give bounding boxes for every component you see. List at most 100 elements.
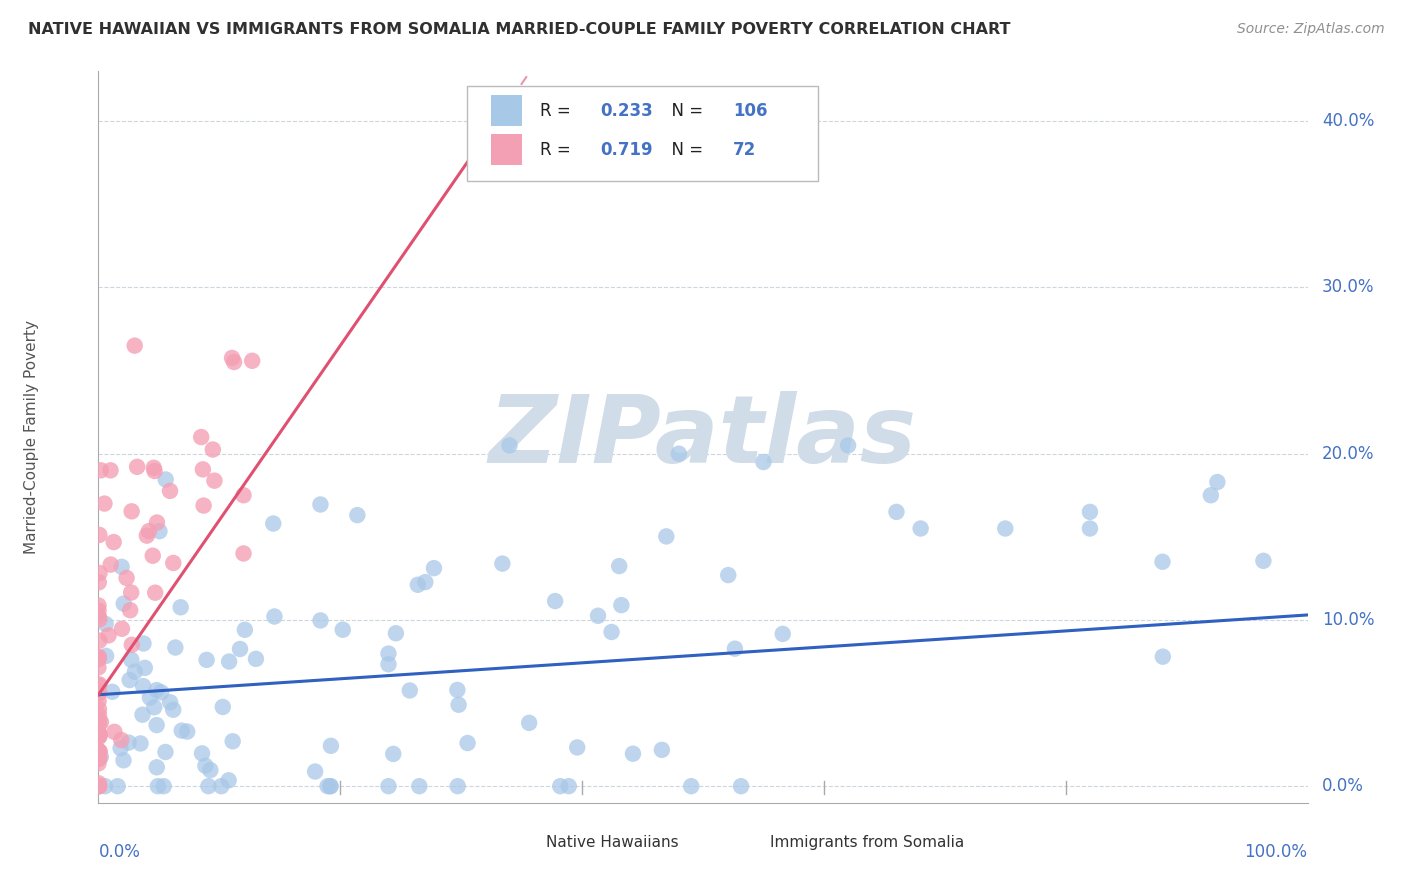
Point [87,776,110,790]
Point [87,678,110,692]
Text: R =: R = [540,102,576,120]
Point [89,727,111,741]
Point [87,779,110,793]
Point [152,779,174,793]
Point [159,483,181,498]
Point [121,638,143,652]
Point [517,715,540,730]
Point [233,623,256,637]
Point [107,779,129,793]
Point [730,779,752,793]
Point [197,779,219,793]
Point [138,524,160,538]
Point [93,497,115,511]
Text: 0.233: 0.233 [600,102,652,120]
Point [408,779,430,793]
Point [145,683,167,698]
Point [910,521,932,535]
Point [110,733,132,747]
Point [193,499,215,513]
Point [245,652,267,666]
Point [89,727,111,741]
Point [211,700,233,714]
Point [398,683,420,698]
Point [195,653,218,667]
Point [567,740,589,755]
Point [170,723,193,738]
Point [90,749,112,764]
Point [145,718,167,732]
Point [89,685,111,699]
Point [103,724,125,739]
Point [447,698,470,712]
Text: 10.0%: 10.0% [1322,611,1375,629]
Point [87,603,110,617]
Point [222,355,245,369]
Point [94,617,117,632]
Point [191,462,214,476]
FancyBboxPatch shape [467,86,818,181]
Point [87,652,110,666]
Point [1253,554,1275,568]
Point [90,715,112,730]
Point [87,599,110,613]
Text: ZIPatlas: ZIPatlas [489,391,917,483]
FancyBboxPatch shape [727,830,754,854]
Point [886,505,908,519]
Point [491,557,513,571]
Point [89,729,111,743]
Point [132,636,155,650]
FancyBboxPatch shape [492,95,522,127]
Point [218,655,240,669]
Point [446,682,468,697]
Point [1078,505,1101,519]
Point [87,649,110,664]
Point [159,695,181,709]
Text: 106: 106 [734,102,768,120]
Point [319,779,342,793]
Point [498,438,520,452]
Point [146,516,169,530]
Point [319,779,342,793]
Point [413,575,436,590]
Point [120,603,142,617]
Point [142,549,165,563]
Point [87,779,110,793]
Point [155,745,177,759]
Point [586,608,609,623]
Text: 30.0%: 30.0% [1322,278,1375,296]
Point [87,575,110,590]
Text: Married-Couple Family Poverty: Married-Couple Family Poverty [24,320,39,554]
Point [548,779,571,793]
Text: 0.719: 0.719 [600,141,652,159]
Point [724,641,747,656]
Point [142,460,165,475]
Point [165,640,187,655]
Point [169,600,191,615]
Point [89,750,111,764]
Point [837,438,859,452]
Point [457,736,479,750]
Point [229,642,252,657]
Point [377,647,399,661]
Point [752,455,775,469]
Point [112,597,135,611]
Point [668,447,690,461]
Point [204,474,226,488]
Point [423,561,446,575]
Text: 0.0%: 0.0% [1322,777,1364,795]
Point [1152,649,1174,664]
Point [176,724,198,739]
Text: N =: N = [661,141,709,159]
Point [132,679,155,693]
Text: 100.0%: 100.0% [1244,843,1308,861]
Point [1078,521,1101,535]
Point [146,779,169,793]
Point [143,464,166,478]
Point [124,338,146,352]
Text: R =: R = [540,141,576,159]
Point [655,529,678,543]
Point [406,578,429,592]
Point [120,585,142,599]
Point [89,612,111,626]
